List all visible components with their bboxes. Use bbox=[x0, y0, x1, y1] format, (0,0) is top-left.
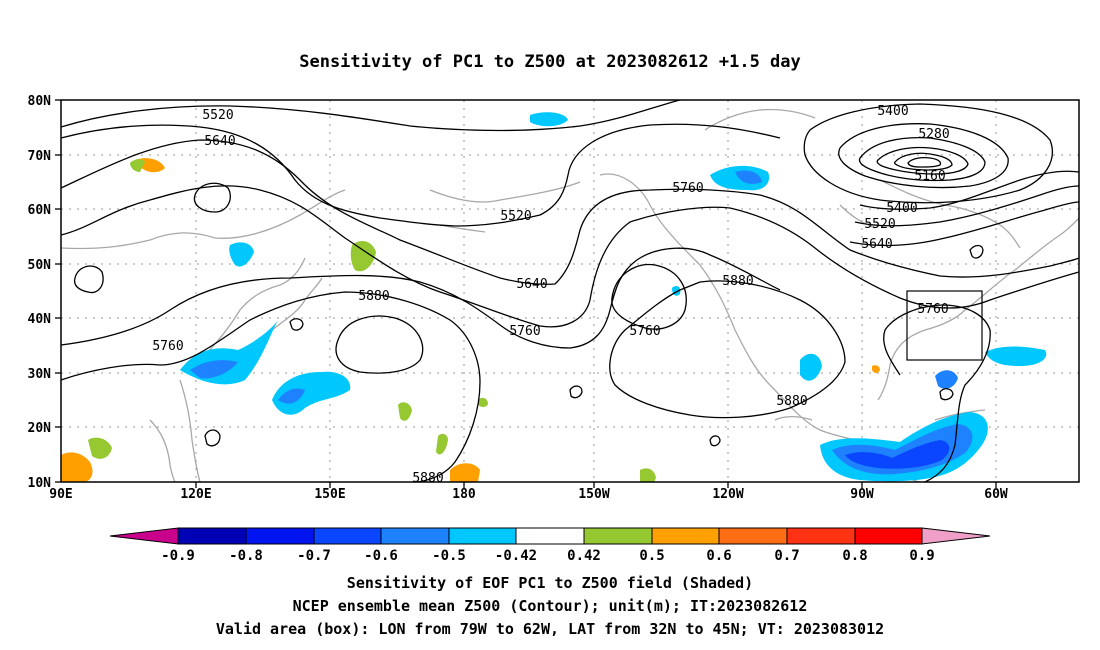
colorbar-label: -0.8 bbox=[229, 548, 263, 564]
shaded-sensitivity bbox=[61, 112, 1047, 482]
contour-label: 5640 bbox=[204, 134, 235, 149]
caption-line-2: NCEP ensemble mean Z500 (Contour); unit(… bbox=[293, 597, 808, 615]
contour-label: 5520 bbox=[500, 209, 531, 224]
colorbar-swatch bbox=[515, 527, 585, 545]
contour-label: 5880 bbox=[358, 289, 389, 304]
colorbar: -0.9 -0.8 -0.7 -0.6 -0.5 -0.42 0.42 0.5 … bbox=[109, 527, 991, 564]
coastlines bbox=[60, 108, 1080, 483]
lon-label: 150W bbox=[578, 487, 609, 502]
lat-label: 50N bbox=[28, 258, 52, 273]
contour-label: 5760 bbox=[509, 324, 540, 339]
longitude-labels: 90E 120E 150E 180 150W 120W 90W 60W bbox=[49, 487, 1008, 502]
colorbar-labels: -0.9 -0.8 -0.7 -0.6 -0.5 -0.42 0.42 0.5 … bbox=[161, 548, 935, 564]
colorbar-swatch bbox=[583, 527, 653, 545]
contour-label: 5760 bbox=[917, 302, 948, 317]
shade-patch-dateline-green bbox=[436, 433, 448, 455]
shade-patch-canada-core bbox=[735, 170, 762, 184]
shade-patch-hawaii-green bbox=[478, 397, 488, 407]
colorbar-swatch bbox=[786, 527, 856, 545]
contour-label: 5520 bbox=[864, 217, 895, 232]
contour-label: 5760 bbox=[152, 339, 183, 354]
colorbar-label: 0.5 bbox=[639, 548, 664, 564]
lat-label: 30N bbox=[28, 367, 52, 382]
shade-patch-gulf-orange bbox=[872, 365, 880, 373]
map-panel: 5520 5640 5400 5280 5160 5760 5520 5400 … bbox=[28, 94, 1080, 502]
shade-patch-gulf-mexico bbox=[800, 353, 822, 381]
colorbar-label: -0.42 bbox=[495, 548, 537, 564]
caption-line-1: Sensitivity of EOF PC1 to Z500 field (Sh… bbox=[347, 574, 753, 592]
shade-patch-siberia-green bbox=[130, 159, 145, 172]
contour-label: 5400 bbox=[877, 104, 908, 119]
colorbar-label: 0.6 bbox=[706, 548, 731, 564]
colorbar-swatch bbox=[854, 527, 923, 545]
caption-line-3: Valid area (box): LON from 79W to 62W, L… bbox=[216, 620, 884, 638]
colorbar-upper-triangle bbox=[921, 527, 991, 545]
contour-label: 5400 bbox=[886, 201, 917, 216]
contour-label: 5280 bbox=[918, 127, 949, 142]
colorbar-label: 0.7 bbox=[774, 548, 799, 564]
shade-patch-caribbean-core bbox=[845, 440, 950, 469]
contour-label: 5640 bbox=[861, 237, 892, 252]
shade-patch-sw-asia-green bbox=[88, 437, 112, 459]
colorbar-lower-triangle bbox=[109, 527, 179, 545]
contour-label: 5880 bbox=[776, 394, 807, 409]
figure-caption: Sensitivity of EOF PC1 to Z500 field (Sh… bbox=[216, 574, 884, 638]
colorbar-swatch bbox=[448, 527, 517, 545]
shade-patch-west-pacific bbox=[272, 371, 351, 415]
colorbar-label: -0.5 bbox=[432, 548, 466, 564]
colorbar-label: 0.42 bbox=[567, 548, 601, 564]
lat-label: 60N bbox=[28, 203, 52, 218]
latitude-labels: 80N 70N 60N 50N 40N 30N 20N 10N bbox=[28, 94, 52, 491]
lon-label: 90W bbox=[850, 487, 874, 502]
lon-label: 60W bbox=[984, 487, 1008, 502]
shade-patch-north-pacific bbox=[530, 112, 568, 127]
lat-label: 10N bbox=[28, 476, 52, 491]
colorbar-swatch bbox=[313, 527, 382, 545]
shade-patch-atlantic-east bbox=[985, 346, 1047, 366]
lon-label: 120E bbox=[180, 487, 211, 502]
contour-label: 5880 bbox=[722, 274, 753, 289]
contour-label: 5760 bbox=[629, 324, 660, 339]
shade-patch-west-pacific-core bbox=[278, 388, 305, 404]
colorbar-swatch bbox=[245, 527, 315, 545]
contour-label: 5160 bbox=[914, 169, 945, 184]
shade-patch-dateline-orange bbox=[450, 463, 480, 482]
colorbar-swatch bbox=[380, 527, 450, 545]
colorbar-swatch bbox=[651, 527, 720, 545]
shade-patch-sw-asia-orange bbox=[61, 452, 93, 482]
figure-title: Sensitivity of PC1 to Z500 at 2023082612… bbox=[299, 52, 801, 72]
shade-patch-east-pacific-green bbox=[640, 468, 656, 482]
shade-patch-pacific-green bbox=[398, 402, 412, 421]
lat-label: 70N bbox=[28, 149, 52, 164]
colorbar-swatch bbox=[718, 527, 788, 545]
z500-contours bbox=[60, 99, 1080, 483]
colorbar-label: 0.9 bbox=[909, 548, 934, 564]
colorbar-label: -0.9 bbox=[161, 548, 195, 564]
shade-patch-atlantic-coast bbox=[935, 370, 958, 389]
valid-area-box bbox=[906, 290, 983, 361]
lon-label: 120W bbox=[712, 487, 743, 502]
shade-patch-japan-core bbox=[190, 360, 238, 379]
shade-patch-mongolia bbox=[229, 242, 254, 267]
colorbar-swatch bbox=[177, 527, 247, 545]
lon-label: 90E bbox=[49, 487, 72, 502]
colorbar-label: -0.6 bbox=[364, 548, 398, 564]
lon-label: 150E bbox=[314, 487, 345, 502]
lon-label: 180 bbox=[452, 487, 476, 502]
lat-label: 40N bbox=[28, 312, 52, 327]
contour-label: 5760 bbox=[672, 181, 703, 196]
contour-label: 5640 bbox=[516, 277, 547, 292]
contour-label: 5520 bbox=[202, 108, 233, 123]
colorbar-label: 0.8 bbox=[842, 548, 867, 564]
lat-label: 80N bbox=[28, 94, 52, 109]
lat-label: 20N bbox=[28, 421, 52, 436]
colorbar-label: -0.7 bbox=[297, 548, 331, 564]
contour-label: 5880 bbox=[412, 471, 443, 486]
shade-patch-kamchatka bbox=[350, 240, 376, 272]
